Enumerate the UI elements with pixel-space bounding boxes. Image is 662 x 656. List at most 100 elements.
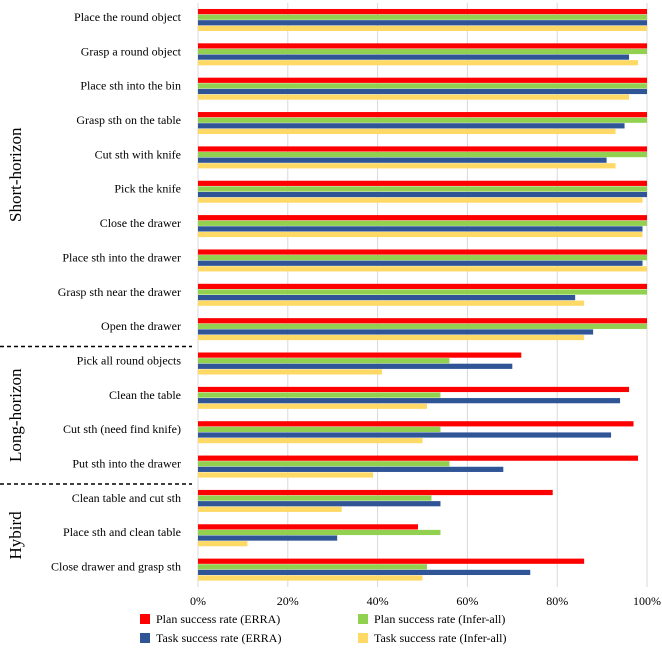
bar — [198, 220, 647, 226]
bar — [198, 163, 616, 169]
bar — [198, 363, 513, 369]
legend-item: Task success rate (Infer-all) — [358, 631, 507, 646]
category-label: Place sth into the bin — [80, 79, 181, 93]
group-label: Long-horizon — [6, 368, 25, 462]
bar — [198, 501, 441, 507]
bar — [198, 60, 639, 66]
x-tick-label: 0% — [190, 594, 206, 608]
category-label: Grasp a round object — [81, 44, 182, 58]
bar — [198, 461, 450, 467]
bar — [198, 524, 419, 530]
category-label: Clean table and cut sth — [72, 491, 181, 505]
legend-label: Task success rate (ERRA) — [156, 631, 282, 645]
legend-item: Plan success rate (ERRA) — [140, 612, 280, 627]
category-label: Cut sth with knife — [95, 147, 181, 161]
bar — [198, 558, 585, 564]
legend-item: Plan success rate (Infer-all) — [358, 612, 505, 627]
legend-item: Task success rate (ERRA) — [140, 631, 281, 646]
x-tick-label: 100% — [633, 594, 661, 608]
bar — [198, 123, 625, 129]
category-label: Grasp sth near the drawer — [58, 285, 181, 299]
bar — [198, 392, 441, 398]
bar — [198, 432, 612, 438]
category-label: Open the drawer — [101, 319, 181, 333]
bar — [198, 215, 647, 221]
bar — [198, 426, 441, 433]
x-tick-label: 60% — [456, 594, 478, 608]
legend-label: Task success rate (Infer-all) — [374, 631, 507, 645]
bar — [198, 283, 647, 289]
legend-swatch — [358, 633, 368, 643]
bar — [198, 112, 647, 118]
bar — [198, 569, 531, 576]
category-labels: Place the round object Grasp a round obje… — [51, 10, 182, 574]
x-tick-label: 40% — [367, 594, 389, 608]
legend-label: Plan success rate (Infer-all) — [374, 612, 506, 626]
bar — [198, 300, 585, 306]
bar — [198, 506, 342, 512]
bar — [198, 255, 647, 261]
bar — [198, 191, 647, 198]
bar — [198, 489, 553, 496]
x-tick-labels: 0% 20% 40% 60% 80% 100% — [190, 594, 661, 608]
group-label: Hybird — [6, 511, 25, 560]
bar — [198, 77, 647, 83]
bar — [198, 386, 630, 393]
bar — [198, 14, 647, 20]
bar — [198, 186, 647, 192]
bar — [198, 403, 427, 409]
bar — [198, 529, 441, 536]
bar — [198, 231, 643, 238]
bar — [198, 438, 423, 444]
bar — [198, 295, 576, 301]
bar — [198, 54, 630, 60]
legend-swatch — [140, 633, 150, 643]
bar — [198, 48, 647, 55]
bar — [198, 466, 504, 472]
bar — [198, 25, 647, 31]
bar — [198, 369, 383, 375]
bar — [198, 260, 643, 266]
category-label: Put sth into the drawer — [72, 457, 181, 471]
bar — [198, 318, 647, 324]
bar — [198, 146, 647, 152]
category-label: Clean the table — [109, 388, 181, 402]
bar — [198, 88, 647, 95]
bar — [198, 128, 616, 135]
category-label: Place sth into the drawer — [62, 250, 181, 264]
legend: Plan success rate (ERRA) Plan success rat… — [140, 612, 560, 652]
bar — [198, 352, 522, 358]
category-label: Grasp sth on the table — [76, 113, 181, 127]
bar — [198, 197, 643, 203]
category-label: Close drawer and grasp sth — [51, 560, 181, 574]
legend-label: Plan success rate (ERRA) — [156, 612, 281, 626]
bar — [198, 358, 450, 364]
bar — [198, 157, 607, 163]
category-label: Cut sth (need find knife) — [63, 422, 181, 436]
bar — [198, 455, 639, 461]
bar — [198, 334, 585, 341]
group-labels: Short-horizon Long-horizon Hybird — [0, 127, 192, 560]
bar — [198, 495, 432, 501]
bar — [198, 575, 423, 581]
x-tick-label: 20% — [277, 594, 299, 608]
x-tick-label: 80% — [546, 594, 568, 608]
category-label: Place the round object — [74, 10, 182, 24]
bar — [198, 472, 374, 478]
bar — [198, 564, 427, 570]
category-label: Pick all round objects — [77, 353, 182, 367]
bar — [198, 20, 647, 26]
bar — [198, 541, 248, 547]
bar — [198, 266, 647, 272]
legend-swatch — [358, 614, 368, 624]
bar — [198, 535, 338, 541]
bar — [198, 421, 634, 427]
legend-swatch — [140, 614, 150, 624]
bar — [198, 289, 647, 295]
group-label: Short-horizon — [6, 127, 25, 222]
bar — [198, 398, 621, 404]
bar — [198, 329, 594, 335]
bar — [198, 43, 647, 49]
bar — [198, 226, 643, 232]
